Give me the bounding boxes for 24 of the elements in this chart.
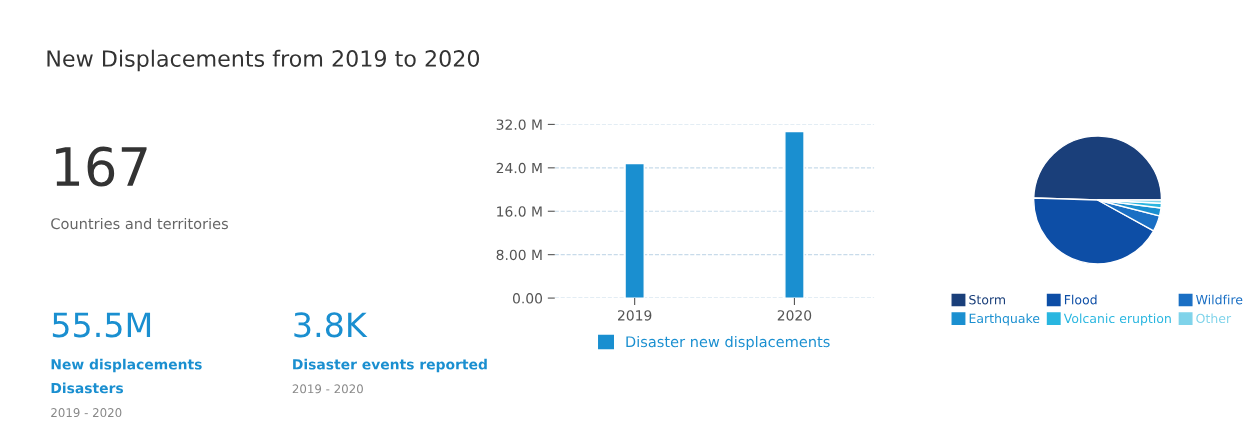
y-tick-label: 8.00 M: [496, 249, 542, 261]
text: New Displacements from 2019 to 2020: [47, 49, 480, 72]
legend-label: Disaster new displacements: [626, 335, 830, 351]
x-tick-label: 2020: [777, 310, 812, 321]
text: Countries and territories: [51, 217, 228, 230]
text: 2019 - 2020: [292, 384, 363, 394]
y-tick-label: 32.0 M: [496, 119, 542, 130]
legend-label: Other: [1196, 313, 1232, 324]
text: New displacements: [51, 358, 202, 373]
text: 55.5M: [52, 312, 151, 338]
text: Disaster events reported: [293, 358, 487, 373]
text: 3.8K: [294, 312, 368, 338]
text: 167: [56, 146, 147, 187]
legend-label: Storm: [969, 294, 1005, 305]
legend-label: Earthquake: [969, 313, 1040, 326]
legend-label: Wildfire: [1196, 294, 1243, 305]
legend-label: Volcanic eruption: [1063, 313, 1171, 326]
y-tick-label: 0.00: [512, 293, 543, 304]
text: Disasters: [51, 382, 124, 394]
text: 2019 - 2020: [51, 408, 122, 418]
x-tick-label: 2019: [618, 310, 652, 321]
y-tick-label: 16.0 M: [497, 206, 542, 217]
y-tick-label: 24.0 M: [496, 162, 542, 174]
legend-label: Flood: [1064, 294, 1097, 305]
